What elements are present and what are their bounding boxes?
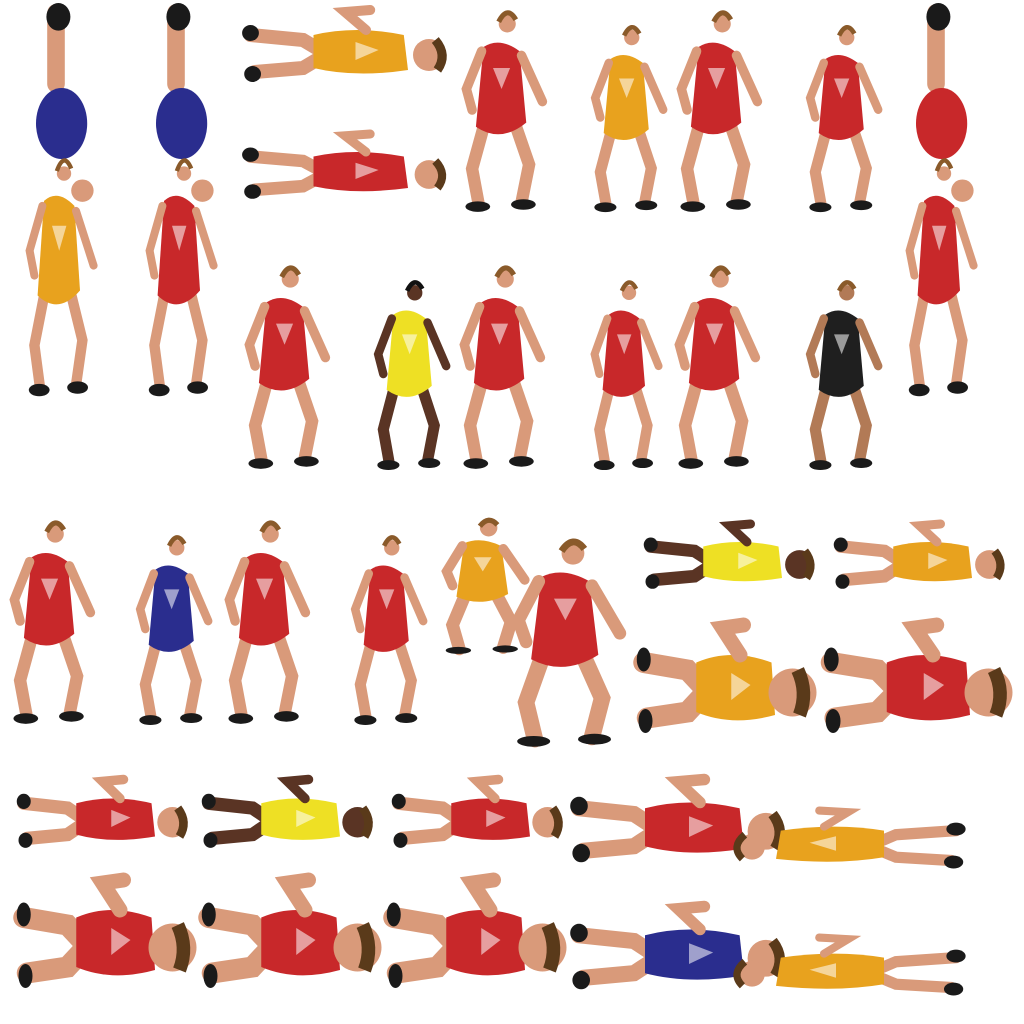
sprite-ground-orange xyxy=(833,519,1005,589)
sprite-stance-blue-1 xyxy=(135,535,213,726)
sprite-prone-blue-orange xyxy=(570,900,966,996)
sprite-ground-yellow-2 xyxy=(201,774,373,848)
sprite-lift-red-red xyxy=(905,3,978,397)
sprite-stance-red-4 xyxy=(244,265,331,469)
sprite-stance-yellow-1 xyxy=(373,280,451,471)
sprite-stance-red-1 xyxy=(461,10,548,212)
sprite-stance-red-10 xyxy=(350,535,428,726)
sprite-lift-orange-blue xyxy=(25,3,98,397)
sprite-ground-red xyxy=(820,617,1013,733)
sprite-stance-red-3 xyxy=(805,25,883,213)
sprite-ground-orange-2 xyxy=(633,617,817,733)
sprite-stance-red-8 xyxy=(9,520,96,724)
sprite-ground-red-3 xyxy=(391,774,563,848)
sprite-ground-yellow xyxy=(643,519,815,589)
sprite-stance-red-5 xyxy=(459,265,546,469)
sprite-prone-red-orange xyxy=(570,773,966,869)
sprite-stance-black-1 xyxy=(805,280,883,471)
sprite-grapple-orange-red xyxy=(441,517,627,748)
sprite-ground-red-4 xyxy=(13,872,197,988)
sprite-stance-orange-1 xyxy=(590,25,668,213)
sprite-roll-orange xyxy=(242,5,447,82)
sprite-ground-red-6 xyxy=(383,872,567,988)
sprite-roll-red xyxy=(242,129,447,199)
sprite-ground-red-2 xyxy=(16,774,188,848)
sprite-lift-red-blue xyxy=(145,3,218,397)
sprite-stance-red-9 xyxy=(224,520,311,724)
sprite-stance-red-7 xyxy=(674,265,761,469)
sprite-stance-red-6 xyxy=(590,280,663,471)
sprite-stance-red-2 xyxy=(676,10,763,212)
sprite-ground-red-5 xyxy=(198,872,382,988)
